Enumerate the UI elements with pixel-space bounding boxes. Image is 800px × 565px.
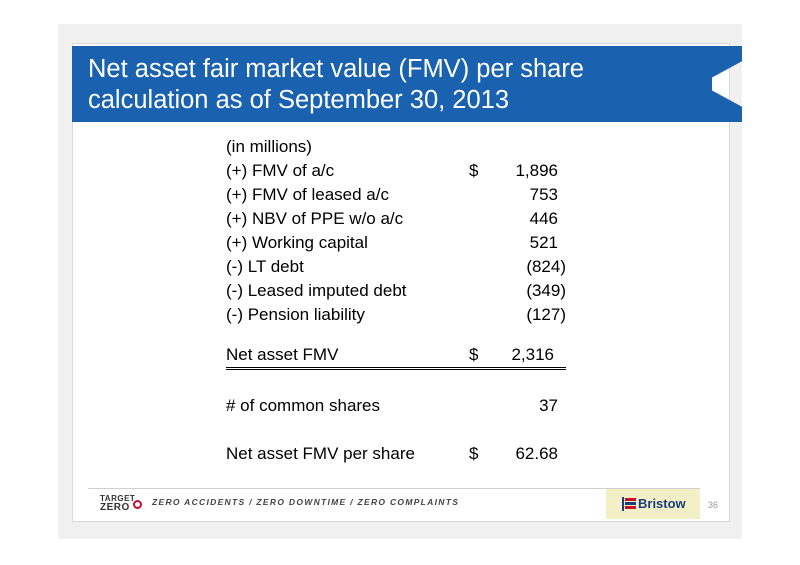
target-zero-line-2: ZERO — [100, 502, 130, 513]
slide-title-line-1: Net asset fair market value (FMV) per sh… — [88, 55, 584, 83]
per-share-label: Net asset FMV per share — [226, 444, 415, 463]
table-row: (+) NBV of PPE w/o a/c 446 — [226, 207, 566, 231]
shares-label: # of common shares — [226, 396, 381, 415]
table-row: (+) Working capital 521 — [226, 231, 566, 255]
row-value: (824) — [526, 257, 566, 276]
total-value: 2,316 — [511, 345, 554, 364]
footer-slogan: ZERO ACCIDENTS / ZERO DOWNTIME / ZERO CO… — [152, 497, 460, 507]
footer-divider — [88, 488, 700, 489]
fmv-calculation-table: (in millions) (+) FMV of a/c $ 1,896 (+)… — [226, 135, 566, 466]
table-row: (-) LT debt (824) — [226, 255, 566, 279]
row-value: (349) — [526, 281, 566, 300]
spacer — [226, 418, 566, 442]
slide-title: Net asset fair market value (FMV) per sh… — [88, 54, 648, 116]
bristow-flag-icon — [622, 497, 636, 511]
spacer — [226, 370, 566, 394]
title-bar — [72, 46, 712, 122]
slide-title-line-2: calculation as of September 30, 2013 — [88, 86, 510, 114]
bristow-logo-text: Bristow — [638, 496, 686, 511]
table-row: (-) Pension liability (127) — [226, 303, 566, 327]
row-value: 446 — [529, 209, 558, 228]
target-zero-logo: TARGET ZERO — [100, 494, 144, 514]
target-icon — [133, 500, 142, 509]
shares-row: # of common shares 37 — [226, 394, 566, 418]
target-zero-line-1: TARGET — [100, 494, 136, 503]
bristow-logo: Bristow — [606, 489, 700, 519]
dollar-sign: $ — [469, 161, 479, 180]
dollar-sign: $ — [469, 345, 479, 364]
row-value: 1,896 — [515, 161, 558, 180]
row-label: (-) Pension liability — [226, 305, 365, 324]
row-label: (+) NBV of PPE w/o a/c — [226, 209, 404, 228]
row-label: (-) LT debt — [226, 257, 304, 276]
row-value: 753 — [529, 185, 558, 204]
row-value: (127) — [526, 305, 566, 324]
page-number: 36 — [708, 500, 719, 510]
total-label: Net asset FMV — [226, 345, 339, 364]
per-share-value: 62.68 — [515, 444, 558, 463]
slide — [72, 43, 730, 522]
row-label: (-) Leased imputed debt — [226, 281, 407, 300]
shares-value: 37 — [539, 396, 558, 415]
row-label: (+) Working capital — [226, 233, 368, 252]
total-row: Net asset FMV $ 2,316 — [226, 343, 566, 370]
units-row: (in millions) — [226, 135, 566, 159]
row-label: (+) FMV of leased a/c — [226, 185, 389, 204]
table-row: (+) FMV of leased a/c 753 — [226, 183, 566, 207]
per-share-row: Net asset FMV per share $ 62.68 — [226, 442, 566, 466]
row-label: (+) FMV of a/c — [226, 161, 335, 180]
dollar-sign: $ — [469, 444, 479, 463]
table-row: (+) FMV of a/c $ 1,896 — [226, 159, 566, 183]
row-value: 521 — [529, 233, 558, 252]
spacer — [226, 327, 566, 343]
units-label: (in millions) — [226, 137, 312, 156]
table-row: (-) Leased imputed debt (349) — [226, 279, 566, 303]
